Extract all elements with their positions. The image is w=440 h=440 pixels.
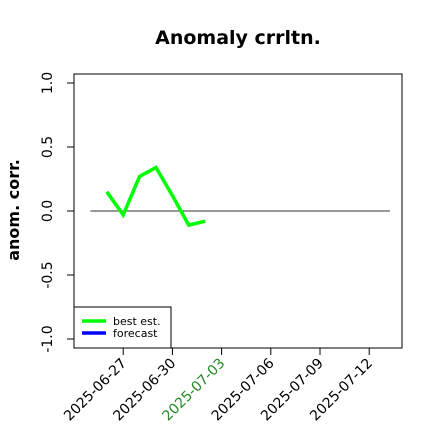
legend: best est.forecast <box>73 306 172 349</box>
y-tick-label: -1.0 <box>40 325 56 352</box>
legend-entry-label: forecast <box>113 327 158 340</box>
y-tick-label: 0.0 <box>40 200 56 222</box>
y-tick-label: -0.5 <box>40 261 56 288</box>
x-axis-ticks: 2025-06-272025-06-302025-07-032025-07-06… <box>61 348 376 424</box>
y-tick-label: 1.0 <box>40 72 56 94</box>
y-axis-label: anom. corr. <box>4 159 23 261</box>
y-tick-label: 0.5 <box>40 136 56 158</box>
legend-box <box>73 306 172 349</box>
y-axis-ticks: -1.0 -0.5 0.0 0.5 1.0 <box>40 72 74 353</box>
legend-entry-label: best est. <box>113 315 161 328</box>
series-lines <box>105 165 206 228</box>
series-line-best-est <box>105 165 206 228</box>
chart-title: Anomaly crrltn. <box>155 27 321 49</box>
